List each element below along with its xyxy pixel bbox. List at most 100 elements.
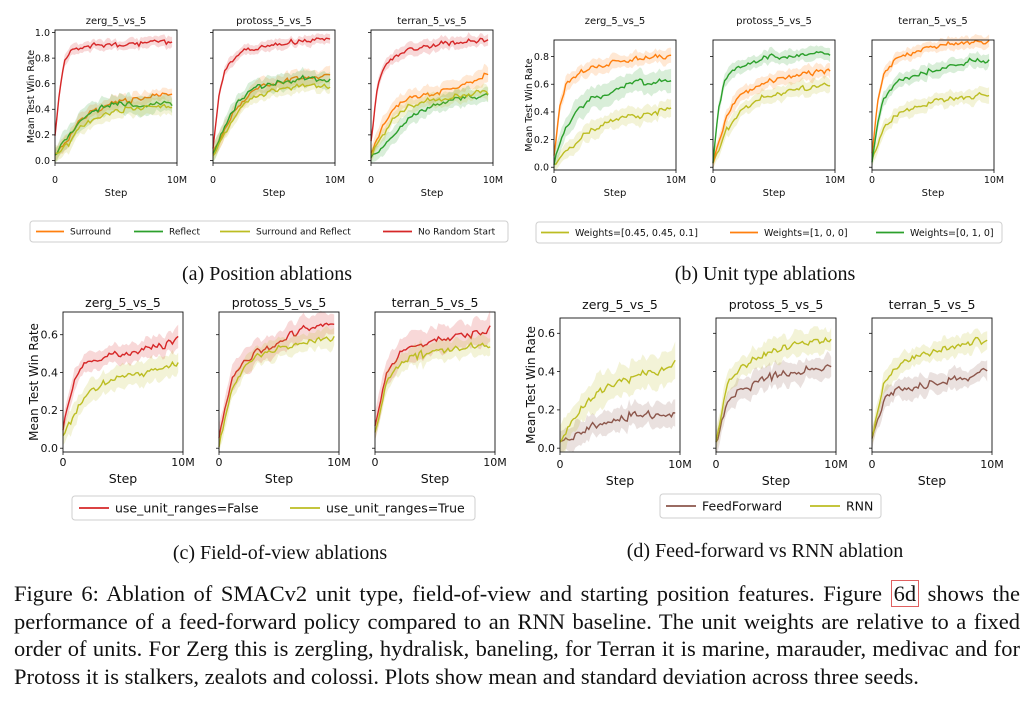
series-band bbox=[554, 47, 672, 165]
legend-frame bbox=[71, 495, 476, 521]
chart-panel: 0 10M protoss_5_vs_5 Step bbox=[210, 16, 345, 199]
y-axis-label: Mean Test Win Rate bbox=[26, 50, 37, 143]
y-tick-label: 0.2 bbox=[35, 130, 50, 141]
x-tick-label: 10M bbox=[171, 456, 195, 469]
plot-frame bbox=[218, 311, 340, 453]
y-axis-label: Mean Test Win Rate bbox=[27, 323, 41, 441]
chart-group-c: 0.0 0.2 0.4 0.6 0 10M zerg_5_vs_5 Step 0 10M proto… bbox=[27, 295, 507, 564]
plot-frame bbox=[871, 317, 993, 453]
legend-frame bbox=[535, 221, 1003, 244]
chart-panel: 0.0 0.2 0.4 0.6 0.8 1.0 0 10M zerg_5_vs_5 Step bbox=[35, 16, 187, 199]
x-tick-label: 10M bbox=[483, 175, 503, 186]
panel-title: terran_5_vs_5 bbox=[392, 295, 479, 310]
series-line bbox=[871, 57, 990, 163]
plot-frame bbox=[62, 311, 184, 453]
y-tick-label: 0.0 bbox=[538, 442, 556, 455]
series-band bbox=[713, 75, 831, 170]
series-line bbox=[212, 83, 331, 156]
series-line bbox=[54, 100, 173, 156]
y-tick-label: 1.0 bbox=[35, 28, 50, 39]
chart-panel: 0.0 0.2 0.4 0.6 0.8 0 10M zerg_5_vs_5 Step bbox=[534, 16, 686, 199]
y-tick-label: 0.6 bbox=[41, 329, 59, 342]
figure-reference-link[interactable]: 6d bbox=[890, 580, 920, 607]
series-band bbox=[872, 328, 988, 445]
chart-group-d: 0.0 0.2 0.4 0.6 0 10M zerg_5_vs_5 Step 0 10M proto… bbox=[524, 297, 1004, 562]
series-line bbox=[553, 53, 672, 156]
series-line bbox=[871, 91, 990, 161]
x-axis-label: Step bbox=[109, 471, 138, 486]
series-line bbox=[374, 325, 491, 427]
series-band bbox=[713, 62, 831, 170]
chart-panel: 0.0 0.2 0.4 0.6 0 10M zerg_5_vs_5 Step bbox=[41, 295, 195, 486]
series-line bbox=[374, 341, 491, 433]
legend-label: FeedForward bbox=[702, 499, 782, 514]
subfigure-caption: (c) Field-of-view ablations bbox=[173, 542, 388, 564]
y-axis-label: Mean Test Win Rate bbox=[524, 58, 535, 151]
x-tick-label: 0 bbox=[216, 456, 223, 469]
y-tick-label: 0.4 bbox=[534, 107, 549, 118]
plot-frame bbox=[712, 39, 836, 171]
series-band bbox=[872, 85, 990, 168]
series-line bbox=[871, 39, 990, 154]
series-band bbox=[55, 34, 173, 140]
series-line bbox=[871, 336, 988, 437]
series-line bbox=[370, 37, 489, 142]
y-tick-label: 0.8 bbox=[534, 52, 549, 63]
y-tick-label: 0.4 bbox=[35, 105, 50, 116]
x-axis-label: Step bbox=[421, 188, 444, 199]
series-band bbox=[371, 83, 489, 162]
legend-label: use_unit_ranges=False bbox=[115, 501, 259, 516]
legend-label: RNN bbox=[846, 499, 873, 514]
chart-panel: 0 10M terran_5_vs_5 Step bbox=[368, 16, 503, 199]
chart-panel: 0 10M protoss_5_vs_5 Step bbox=[713, 297, 848, 488]
series-band bbox=[219, 325, 335, 452]
subfigure-caption: (b) Unit type ablations bbox=[675, 263, 856, 285]
series-band bbox=[716, 326, 832, 452]
series-band bbox=[63, 349, 179, 446]
x-tick-label: 10M bbox=[325, 175, 345, 186]
x-tick-label: 10M bbox=[824, 458, 848, 471]
series-line bbox=[62, 335, 179, 431]
series-line bbox=[712, 68, 831, 164]
x-tick-label: 0 bbox=[368, 175, 374, 186]
y-tick-label: 0.2 bbox=[41, 404, 59, 417]
x-tick-label: 0 bbox=[869, 458, 876, 471]
x-axis-label: Step bbox=[421, 471, 450, 486]
legend-label: No Random Start bbox=[418, 228, 496, 238]
series-band bbox=[371, 85, 489, 163]
x-axis-label: Step bbox=[604, 188, 627, 199]
x-tick-label: 10M bbox=[980, 458, 1004, 471]
series-line bbox=[55, 103, 173, 155]
series-line bbox=[370, 89, 489, 156]
panel-title: protoss_5_vs_5 bbox=[736, 16, 812, 27]
series-line bbox=[559, 409, 676, 443]
caption-text-1: Ablation of SMACv2 unit type, field-of-v… bbox=[106, 581, 882, 606]
series-line bbox=[712, 51, 831, 163]
legend-label: Surround bbox=[70, 228, 111, 238]
panel-title: terran_5_vs_5 bbox=[397, 16, 466, 27]
legend-label: Weights=[0, 1, 0] bbox=[910, 228, 994, 239]
y-tick-label: 0.0 bbox=[41, 442, 59, 455]
ablation-figure: 0.0 0.2 0.4 0.6 0.8 1.0 0 10M zerg_5_vs_5 Step 0 10… bbox=[26, 16, 1004, 564]
legend-label: Reflect bbox=[169, 228, 201, 238]
figure-caption: Figure 6: Ablation of SMACv2 unit type, … bbox=[14, 580, 1020, 690]
panel-title: zerg_5_vs_5 bbox=[585, 16, 646, 27]
x-tick-label: 10M bbox=[167, 175, 187, 186]
x-tick-label: 10M bbox=[825, 175, 845, 186]
y-tick-label: 0.0 bbox=[35, 156, 50, 167]
series-band bbox=[55, 96, 173, 163]
x-tick-label: 0 bbox=[710, 175, 716, 186]
legend: Weights=[0.45, 0.45, 0.1] Weights=[1, 0, … bbox=[535, 221, 1003, 244]
x-axis-label: Step bbox=[265, 471, 294, 486]
panel-title: protoss_5_vs_5 bbox=[232, 295, 327, 310]
x-tick-label: 0 bbox=[210, 175, 216, 186]
series-band bbox=[63, 324, 179, 439]
series-line bbox=[370, 72, 489, 154]
panel-title: protoss_5_vs_5 bbox=[729, 297, 824, 312]
panel-title: protoss_5_vs_5 bbox=[236, 16, 312, 27]
y-tick-label: 0.8 bbox=[35, 53, 50, 64]
x-tick-label: 0 bbox=[52, 175, 58, 186]
series-band bbox=[713, 45, 831, 170]
legend-label: Surround and Reflect bbox=[256, 228, 351, 238]
series-line bbox=[871, 367, 988, 439]
